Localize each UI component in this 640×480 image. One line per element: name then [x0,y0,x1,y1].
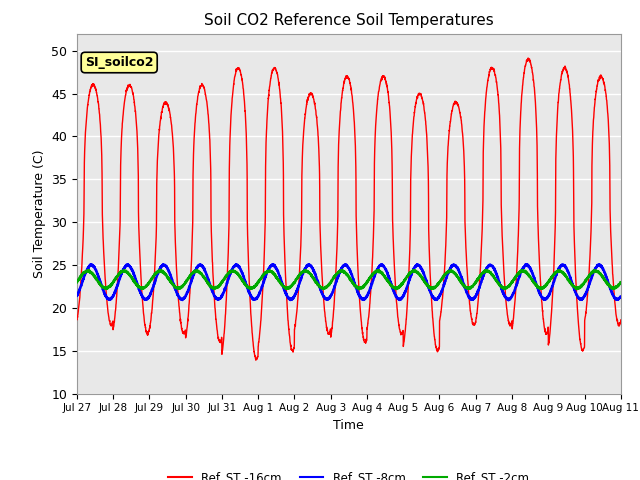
Ref_ST -16cm [225,233,232,239]
Ref_ST -16cm [252,357,260,363]
Ref_ST -16cm [566,83,573,88]
Ref_ST -16cm [73,317,81,323]
Ref_ST -2cm [566,278,573,284]
Ref_ST -2cm [412,269,419,275]
Ref_ST -16cm [402,322,410,327]
Ref_ST -2cm [355,286,363,292]
Ref_ST -8cm [73,293,81,299]
Ref_ST -2cm [189,269,197,275]
Ref_ST -8cm [225,276,232,281]
Line: Ref_ST -16cm: Ref_ST -16cm [77,58,621,360]
Ref_ST -8cm [566,272,573,278]
Ref_ST -16cm [617,317,625,323]
Text: SI_soilco2: SI_soilco2 [85,56,154,69]
Line: Ref_ST -2cm: Ref_ST -2cm [77,270,621,289]
Ref_ST -8cm [505,298,513,303]
Ref_ST -8cm [402,288,410,294]
Title: Soil CO2 Reference Soil Temperatures: Soil CO2 Reference Soil Temperatures [204,13,493,28]
Ref_ST -8cm [617,293,625,299]
Ref_ST -8cm [189,273,197,278]
Ref_ST -16cm [524,55,532,61]
Ref_ST -2cm [225,270,233,276]
Ref_ST -8cm [412,264,419,269]
Ref_ST -16cm [412,104,419,110]
Legend: Ref_ST -16cm, Ref_ST -8cm, Ref_ST -2cm: Ref_ST -16cm, Ref_ST -8cm, Ref_ST -2cm [164,466,534,480]
Y-axis label: Soil Temperature (C): Soil Temperature (C) [33,149,45,278]
Ref_ST -2cm [157,267,164,273]
Ref_ST -16cm [617,318,625,324]
Ref_ST -16cm [189,156,197,162]
X-axis label: Time: Time [333,419,364,432]
Ref_ST -2cm [617,279,625,285]
Ref_ST -2cm [73,279,81,285]
Line: Ref_ST -8cm: Ref_ST -8cm [77,264,621,300]
Ref_ST -2cm [402,276,410,281]
Ref_ST -8cm [524,261,531,267]
Ref_ST -2cm [617,279,625,285]
Ref_ST -8cm [617,294,625,300]
